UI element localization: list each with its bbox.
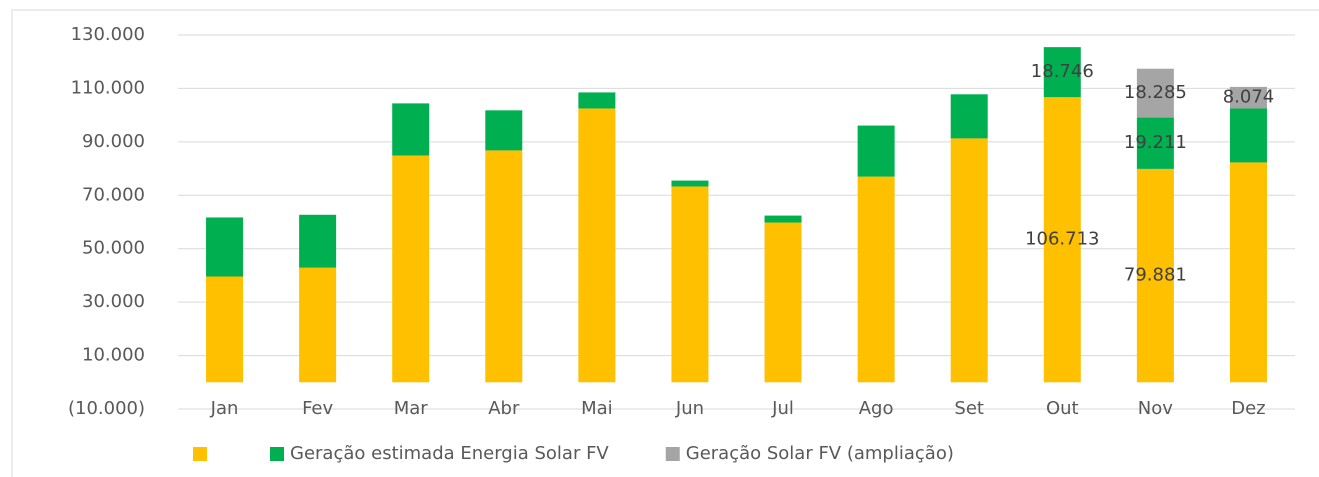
y-tick-label: 50.000 (82, 238, 145, 259)
x-tick-label: Ago (859, 398, 894, 419)
legend-label: Geração estimada Energia Solar FV (290, 443, 609, 464)
data-label: 18.746 (1031, 61, 1094, 82)
x-tick-label: Nov (1138, 398, 1173, 419)
bar-segment (206, 217, 244, 277)
bar-segment (1043, 97, 1081, 383)
bar-segment (578, 92, 616, 109)
bar-segment (857, 176, 895, 383)
legend-swatch (193, 447, 207, 461)
bar-segment (392, 155, 430, 383)
x-tick-label: Mar (394, 398, 429, 419)
y-tick-label: 130.000 (71, 24, 145, 45)
bar-segment (671, 180, 709, 187)
chart-frame (11, 9, 1319, 477)
x-tick-label: Jul (771, 398, 794, 419)
bar-segment (950, 138, 988, 383)
bar-segment (764, 222, 802, 383)
data-label: 19.211 (1124, 132, 1187, 153)
data-label: 18.285 (1124, 82, 1187, 103)
x-tick-label: Jan (210, 398, 239, 419)
x-tick-label: Mai (581, 398, 613, 419)
x-tick-label: Jun (675, 398, 704, 419)
x-tick-label: Fev (302, 398, 333, 419)
bar-segment (578, 108, 616, 383)
legend-label: Geração Solar FV (ampliação) (686, 443, 954, 464)
bar-segment (1043, 47, 1081, 98)
data-label: 106.713 (1025, 229, 1099, 250)
bar-segment (1136, 117, 1174, 169)
y-tick-label: 30.000 (82, 291, 145, 312)
bar-segment (206, 276, 244, 383)
y-tick-label: 90.000 (82, 131, 145, 152)
x-tick-label: Set (954, 398, 984, 419)
bar-segment (299, 214, 337, 268)
bar-segment (764, 215, 802, 223)
bar-segment (485, 110, 523, 151)
y-tick-label: 10.000 (82, 345, 145, 366)
x-tick-label: Abr (488, 398, 520, 419)
bar-segment (1229, 86, 1267, 109)
x-tick-label: Out (1046, 398, 1079, 419)
data-label: 8.074 (1223, 87, 1275, 108)
bar-segment (1136, 68, 1174, 118)
x-tick-label: Dez (1231, 398, 1265, 419)
bar-segment (1229, 108, 1267, 163)
y-tick-label: 70.000 (82, 184, 145, 205)
bar-segment (671, 186, 709, 383)
bar-segment (857, 125, 895, 177)
bar-segment (299, 267, 337, 383)
bar-segment (485, 150, 523, 383)
bar-segment (1136, 168, 1174, 383)
bar-segment (1229, 162, 1267, 383)
data-label: 79.881 (1124, 265, 1187, 286)
y-tick-label: (10.000) (68, 398, 145, 419)
bar-segment (950, 94, 988, 139)
y-tick-label: 110.000 (71, 77, 145, 98)
legend-swatch (665, 447, 680, 461)
bar-segment (392, 103, 430, 156)
legend-swatch (270, 447, 284, 461)
